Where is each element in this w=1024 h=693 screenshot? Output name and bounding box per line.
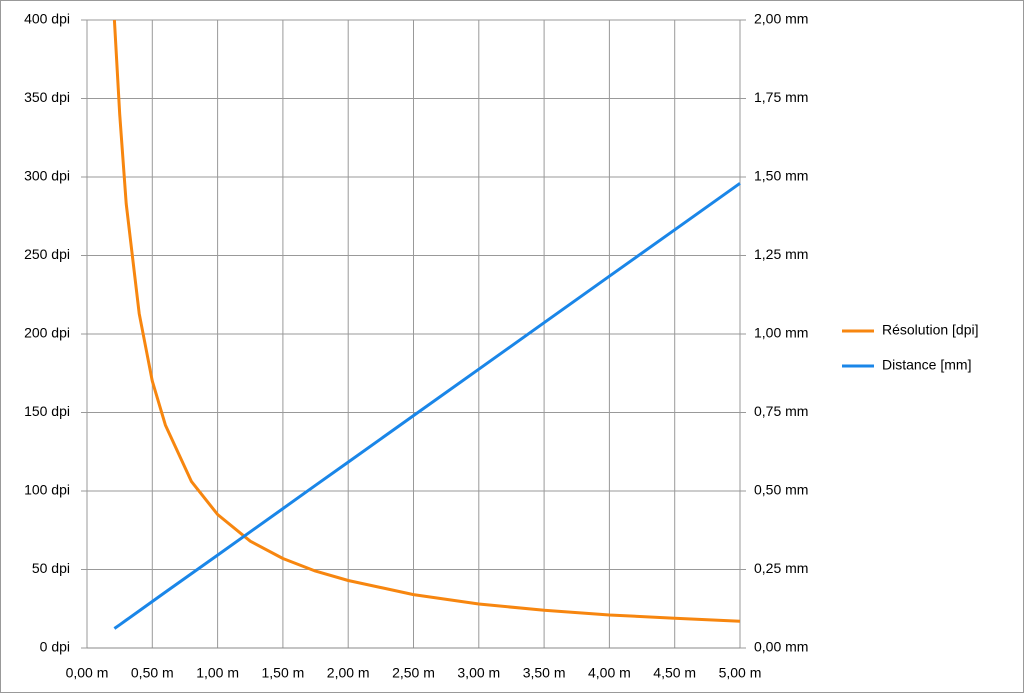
y-tick-label: 250 dpi — [24, 246, 70, 262]
x-tick-label: 5,00 m — [719, 665, 762, 681]
y-tick-label: 150 dpi — [24, 403, 70, 419]
y-tick-label: 200 dpi — [24, 325, 70, 341]
x-tick-label: 3,00 m — [457, 665, 500, 681]
x-tick-label: 2,50 m — [392, 665, 435, 681]
y2-tick-label: 0,75 mm — [754, 403, 808, 419]
legend-label: Distance [mm] — [882, 357, 971, 373]
y-tick-label: 350 dpi — [24, 89, 70, 105]
y2-tick-label: 2,00 mm — [754, 11, 808, 27]
line-series — [113, 182, 741, 630]
y-tick-label: 50 dpi — [32, 560, 70, 576]
y2-tick-label: 0,25 mm — [754, 560, 808, 576]
x-tick-label: 0,00 m — [66, 665, 109, 681]
y2-tick-label: 1,25 mm — [754, 246, 808, 262]
y-tick-label: 100 dpi — [24, 482, 70, 498]
y-tick-label: 400 dpi — [24, 11, 70, 27]
x-tick-label: 1,50 m — [261, 665, 304, 681]
y2-tick-label: 1,00 mm — [754, 325, 808, 341]
y2-tick-label: 0,00 mm — [754, 639, 808, 655]
x-tick-label: 4,00 m — [588, 665, 631, 681]
y2-tick-label: 0,50 mm — [754, 482, 808, 498]
x-tick-label: 3,50 m — [523, 665, 566, 681]
x-tick-label: 4,50 m — [653, 665, 696, 681]
y-tick-label: 0 dpi — [40, 639, 70, 655]
y2-tick-label: 1,75 mm — [754, 89, 808, 105]
x-tick-label: 1,00 m — [196, 665, 239, 681]
legend-label: Résolution [dpi] — [882, 322, 979, 338]
x-tick-label: 0,50 m — [131, 665, 174, 681]
x-tick-label: 2,00 m — [327, 665, 370, 681]
y-tick-label: 300 dpi — [24, 168, 70, 184]
y2-tick-label: 1,50 mm — [754, 168, 808, 184]
line-series — [112, 19, 741, 623]
